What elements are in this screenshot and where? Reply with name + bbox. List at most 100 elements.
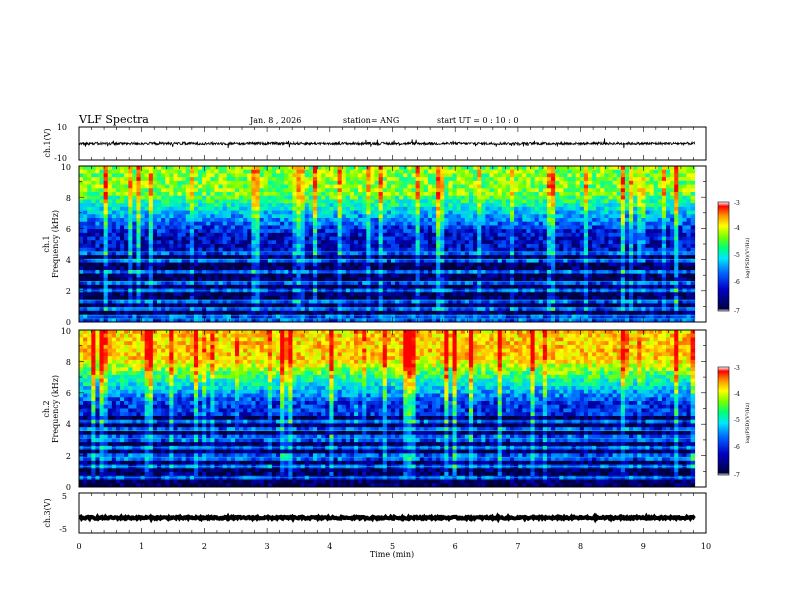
spectrogram-cell [477,258,482,263]
spectrogram-cell [354,247,359,252]
spectrogram-cell [349,169,355,174]
spectrogram-cell [255,273,260,278]
spectrogram-cell [485,192,490,197]
spectrogram-cell [337,266,343,271]
spectrogram-cell [222,188,228,193]
spectrogram-cell [575,173,581,178]
spectrogram-cell [181,203,187,208]
spectrogram-cell [280,225,285,230]
spectrogram-cell [263,210,269,215]
spectrogram-cell [115,218,121,223]
spectrogram-cell [530,199,536,204]
spectrogram-cell [518,195,523,200]
spectrogram-cell [497,192,503,197]
spectrogram-cell [403,169,408,174]
spectrogram-cell [280,210,285,215]
spectrogram-cell [271,177,277,182]
spectrogram-cell [452,247,458,252]
spectrogram-cell [325,255,330,260]
spectrogram-cell [382,284,388,289]
spectrogram-cell [284,188,289,193]
spectrogram-cell [526,240,531,245]
spectrogram-cell [267,177,273,182]
spectrogram-cell [510,214,515,219]
spectrogram-cell [489,236,494,241]
spectrogram-cell [124,203,129,208]
spectrogram-cell [308,277,314,282]
spectrogram-cell [624,169,630,174]
spectrogram-cell [333,236,338,241]
spectrogram-cell [378,266,384,271]
spectrogram-cell [530,240,536,245]
spectrogram-cell [300,221,306,226]
spectrogram-cell [189,169,195,174]
spectrogram-cell [210,262,215,267]
spectrogram-cell [99,225,105,230]
spectrogram-cell [329,192,334,197]
spectrogram-cell [161,258,166,263]
spectrogram-cell [87,180,92,185]
spectrogram-cell [538,277,544,282]
spectrogram-cell [485,266,490,271]
spectrogram-cell [91,232,96,237]
spectrogram-cell [280,166,285,171]
spectrogram-cell [510,258,515,263]
spectrogram-cell [124,214,129,219]
spectrogram-cell [226,225,232,230]
spectrogram-cell [202,273,207,278]
spectrogram-cell [230,240,236,245]
spectrogram-cell [629,221,634,226]
spectrogram-cell [337,218,343,223]
spectrogram-cell [304,184,310,189]
spectrogram-cell [169,258,174,263]
spectrogram-cell [436,236,441,241]
spectrogram-cell [571,192,577,197]
spectrogram-cell [255,232,260,237]
spectrogram-cell [366,262,371,267]
spectrogram-cell [148,240,154,245]
spectrogram-cell [534,169,540,174]
spectrogram-cell [115,247,121,252]
spectrogram-cell [616,192,622,197]
spectrogram-cell [308,218,314,223]
spectrogram-cell [485,206,490,211]
spectrogram-cell [362,192,367,197]
spectrogram-cell [514,255,519,260]
spectrogram-cell [559,177,564,182]
spectrogram-cell [616,229,622,234]
spectrogram-cell [288,169,293,174]
spectrogram-cell [296,199,302,204]
spectrogram-cell [107,229,113,234]
spectrogram-cell [427,192,433,197]
spectrogram-cell [661,262,667,267]
spectrogram-cell [181,258,187,263]
spectrogram-cell [222,184,228,189]
spectrogram-cell [288,277,293,282]
spectrogram-cell [374,210,380,215]
spectrogram-cell [177,258,183,263]
spectrogram-cell [152,240,158,245]
station-label: station= ANG [343,116,399,125]
spectrogram-cell [551,188,556,193]
spectrogram-cell [419,255,425,260]
spectrogram-cell [682,255,687,260]
spectrogram-cell [583,199,589,204]
spectrogram-cell [83,236,88,241]
spectrogram-cell [661,258,667,263]
spectrogram-cell [222,284,228,289]
spectrogram-cell [641,266,646,271]
spectrogram-cell [575,236,581,241]
spectrogram-cell [177,169,183,174]
date-label: Jan. 8 , 2026 [249,116,301,125]
spectrogram-cell [230,232,236,237]
spectrogram-cell [111,262,117,267]
spectrogram-cell [83,244,88,249]
spectrogram-cell [427,203,433,208]
spectrogram-cell [329,266,334,271]
spectrogram-cell [551,214,556,219]
spectrogram-cell [641,214,646,219]
spectrogram-cell [79,244,84,249]
spectrogram-cell [395,244,400,249]
spectrogram-cell [173,166,178,171]
spectrogram-cell [181,192,187,197]
